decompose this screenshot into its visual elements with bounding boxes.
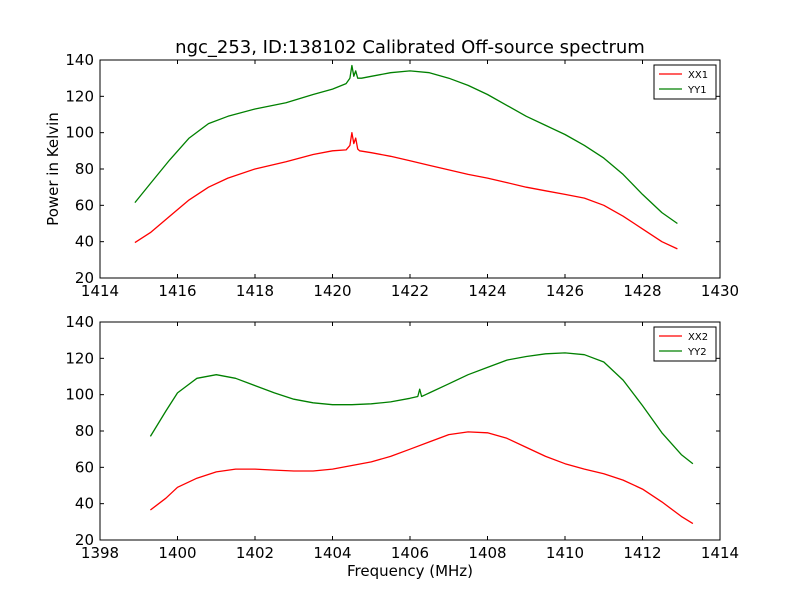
x-tick-label: 1420 xyxy=(313,282,351,300)
legend-box xyxy=(653,326,717,362)
x-tick-label: 1416 xyxy=(158,282,196,300)
y-tick-label: 40 xyxy=(75,233,94,251)
legend-box xyxy=(653,64,717,100)
y-tick-label: 60 xyxy=(75,196,94,214)
series-line-xx1 xyxy=(134,132,678,250)
x-tick-label: 1402 xyxy=(236,544,274,562)
top-panel: 1414 1416 1418 1420 1422 1424 1426 1428 1430 20 40… xyxy=(44,51,739,300)
series-line-xx2 xyxy=(150,431,694,525)
x-tick-label: 1430 xyxy=(701,282,739,300)
bottom-panel: 1398 1400 1402 1404 1406 1408 1410 1412 1414 20 40… xyxy=(65,313,739,580)
legend-label: XX2 xyxy=(688,332,708,343)
x-tick-label: 1418 xyxy=(236,282,274,300)
y-tick-label: 80 xyxy=(75,422,94,440)
x-tick-label: 1412 xyxy=(623,544,661,562)
legend-label: XX1 xyxy=(688,70,708,81)
y-tick-label: 80 xyxy=(75,160,94,178)
y-tick-label: 60 xyxy=(75,458,94,476)
x-tick-label: 1398 xyxy=(81,544,119,562)
plot-area xyxy=(99,321,721,541)
y-tick-label: 120 xyxy=(65,87,94,105)
chart-title: ngc_253, ID:138102 Calibrated Off-source… xyxy=(175,37,645,58)
y-tick-label: 20 xyxy=(75,269,94,287)
x-tick-label: 1426 xyxy=(546,282,584,300)
x-tick-label: 1404 xyxy=(313,544,351,562)
y-tick-label: 40 xyxy=(75,495,94,513)
legend-label: YY2 xyxy=(687,347,707,358)
x-tick-label: 1410 xyxy=(546,544,584,562)
series-line-yy2 xyxy=(149,352,694,465)
y-tick-label: 20 xyxy=(75,531,94,549)
x-axis-label: Frequency (MHz) xyxy=(347,562,473,580)
x-tick-label: 1408 xyxy=(468,544,506,562)
x-tick-label: 1422 xyxy=(391,282,429,300)
plot-area xyxy=(99,59,721,279)
x-tick-label: 1400 xyxy=(158,544,196,562)
y-tick-label: 120 xyxy=(65,349,94,367)
legend-label: YY1 xyxy=(687,85,707,96)
x-tick-label: 1428 xyxy=(623,282,661,300)
y-tick-label: 140 xyxy=(65,51,94,69)
y-tick-label: 100 xyxy=(65,124,94,142)
x-tick-label: 1406 xyxy=(391,544,429,562)
y-tick-label: 140 xyxy=(65,313,94,331)
y-axis-label: Power in Kelvin xyxy=(44,112,62,226)
series-line-yy1 xyxy=(134,64,678,225)
x-tick-label: 1424 xyxy=(468,282,506,300)
x-tick-label: 1414 xyxy=(81,282,119,300)
y-tick-label: 100 xyxy=(65,386,94,404)
x-tick-label: 1414 xyxy=(701,544,739,562)
